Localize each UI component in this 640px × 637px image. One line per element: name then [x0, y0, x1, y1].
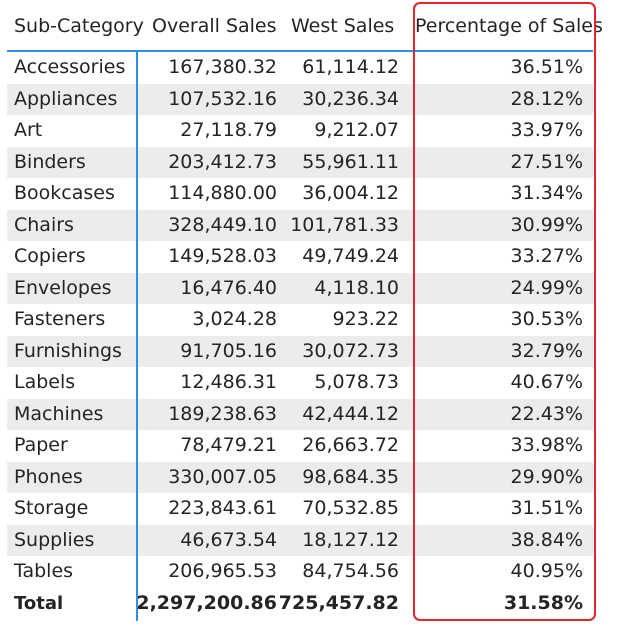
cell-percentage: 33.27%	[510, 245, 583, 267]
cell-sub-category: Envelopes	[14, 276, 112, 299]
cell-west-sales: 101,781.33	[290, 213, 399, 236]
cell-west-sales: 98,684.35	[302, 465, 399, 488]
total-percentage: 31.58%	[503, 591, 583, 614]
cell-sub-category: Paper	[14, 434, 68, 456]
cell-overall-sales: 91,705.16	[180, 339, 277, 362]
cell-percentage: 29.90%	[510, 465, 583, 488]
cell-percentage: 32.79%	[510, 339, 583, 362]
cell-west-sales: 49,749.24	[302, 245, 399, 267]
cell-overall-sales: 78,479.21	[180, 434, 277, 456]
cell-percentage: 36.51%	[510, 56, 583, 78]
cell-percentage: 38.84%	[510, 528, 583, 551]
cell-west-sales: 923.22	[332, 308, 399, 330]
table-row-envelopes[interactable]: Envelopes 16,476.40 4,118.10 24.99%	[7, 272, 593, 304]
cell-west-sales: 36,004.12	[302, 182, 399, 204]
cell-overall-sales: 107,532.16	[168, 87, 277, 110]
table-row-copiers[interactable]: Copiers 149,528.03 49,749.24 33.27%	[7, 241, 593, 273]
cell-sub-category: Fasteners	[14, 308, 106, 330]
cell-west-sales: 30,236.34	[302, 87, 399, 110]
cell-overall-sales: 46,673.54	[180, 528, 277, 551]
table-body: Accessories 167,380.32 61,114.12 36.51% …	[7, 52, 593, 619]
cell-percentage: 31.51%	[510, 497, 583, 519]
cell-sub-category: Furnishings	[14, 339, 122, 362]
header-percentage-of-sales[interactable]: Percentage of Sales	[415, 15, 603, 37]
table-row-labels[interactable]: Labels 12,486.31 5,078.73 40.67%	[7, 367, 593, 399]
table-row-fasteners[interactable]: Fasteners 3,024.28 923.22 30.53%	[7, 304, 593, 336]
table-row-accessories[interactable]: Accessories 167,380.32 61,114.12 36.51%	[7, 52, 593, 84]
header-west-sales[interactable]: West Sales	[291, 15, 395, 37]
cell-overall-sales: 189,238.63	[168, 402, 277, 425]
cell-overall-sales: 3,024.28	[192, 308, 277, 330]
cell-sub-category: Phones	[14, 465, 83, 488]
cell-west-sales: 26,663.72	[302, 434, 399, 456]
table-row-bookcases[interactable]: Bookcases 114,880.00 36,004.12 31.34%	[7, 178, 593, 210]
table-row-supplies[interactable]: Supplies 46,673.54 18,127.12 38.84%	[7, 524, 593, 556]
column-divider	[136, 52, 138, 621]
cell-percentage: 40.67%	[510, 371, 583, 393]
cell-west-sales: 70,532.85	[302, 497, 399, 519]
cell-percentage: 24.99%	[510, 276, 583, 299]
cell-overall-sales: 27,118.79	[180, 119, 277, 141]
cell-west-sales: 4,118.10	[314, 276, 399, 299]
cell-overall-sales: 114,880.00	[168, 182, 277, 204]
cell-overall-sales: 149,528.03	[168, 245, 277, 267]
cell-overall-sales: 330,007.05	[168, 465, 277, 488]
sales-table: Sub-Category Overall Sales West Sales Pe…	[7, 0, 603, 619]
cell-percentage: 22.43%	[510, 402, 583, 425]
cell-west-sales: 18,127.12	[302, 528, 399, 551]
cell-sub-category: Accessories	[14, 56, 126, 78]
cell-percentage: 33.98%	[510, 434, 583, 456]
cell-overall-sales: 328,449.10	[168, 213, 277, 236]
table-row-appliances[interactable]: Appliances 107,532.16 30,236.34 28.12%	[7, 83, 593, 115]
cell-percentage: 28.12%	[510, 87, 583, 110]
table-row-binders[interactable]: Binders 203,412.73 55,961.11 27.51%	[7, 146, 593, 178]
cell-overall-sales: 16,476.40	[180, 276, 277, 299]
cell-sub-category: Chairs	[14, 213, 74, 236]
total-west-sales: 725,457.82	[278, 591, 399, 614]
cell-sub-category: Art	[14, 119, 43, 141]
cell-overall-sales: 206,965.53	[168, 560, 277, 582]
total-row: Total 2,297,200.86 725,457.82 31.58%	[7, 588, 593, 620]
header-sub-category[interactable]: Sub-Category	[14, 15, 144, 37]
table-header-row: Sub-Category Overall Sales West Sales Pe…	[7, 0, 603, 52]
cell-overall-sales: 167,380.32	[168, 56, 277, 78]
cell-overall-sales: 223,843.61	[168, 497, 277, 519]
table-row-tables[interactable]: Tables 206,965.53 84,754.56 40.95%	[7, 556, 593, 588]
table-row-chairs[interactable]: Chairs 328,449.10 101,781.33 30.99%	[7, 209, 593, 241]
cell-percentage: 30.99%	[510, 213, 583, 236]
table-row-machines[interactable]: Machines 189,238.63 42,444.12 22.43%	[7, 398, 593, 430]
table-row-phones[interactable]: Phones 330,007.05 98,684.35 29.90%	[7, 461, 593, 493]
total-overall-sales: 2,297,200.86	[136, 591, 277, 614]
cell-west-sales: 30,072.73	[302, 339, 399, 362]
cell-sub-category: Appliances	[14, 87, 118, 110]
cell-west-sales: 55,961.11	[302, 150, 399, 173]
table-row-furnishings[interactable]: Furnishings 91,705.16 30,072.73 32.79%	[7, 335, 593, 367]
table-row-paper[interactable]: Paper 78,479.21 26,663.72 33.98%	[7, 430, 593, 462]
total-label: Total	[14, 592, 64, 614]
cell-west-sales: 84,754.56	[302, 560, 399, 582]
table-row-storage[interactable]: Storage 223,843.61 70,532.85 31.51%	[7, 493, 593, 525]
cell-percentage: 40.95%	[510, 560, 583, 582]
cell-west-sales: 42,444.12	[302, 402, 399, 425]
cell-sub-category: Tables	[14, 560, 74, 582]
cell-sub-category: Storage	[14, 497, 89, 519]
cell-west-sales: 5,078.73	[314, 371, 399, 393]
cell-percentage: 30.53%	[510, 308, 583, 330]
cell-percentage: 33.97%	[510, 119, 583, 141]
cell-sub-category: Binders	[14, 150, 86, 173]
cell-sub-category: Copiers	[14, 245, 86, 267]
header-overall-sales[interactable]: Overall Sales	[152, 15, 277, 37]
cell-sub-category: Machines	[14, 402, 104, 425]
cell-percentage: 31.34%	[510, 182, 583, 204]
table-row-art[interactable]: Art 27,118.79 9,212.07 33.97%	[7, 115, 593, 147]
cell-sub-category: Labels	[14, 371, 76, 393]
cell-sub-category: Bookcases	[14, 182, 115, 204]
cell-percentage: 27.51%	[510, 150, 583, 173]
cell-west-sales: 9,212.07	[314, 119, 399, 141]
cell-overall-sales: 203,412.73	[168, 150, 277, 173]
cell-west-sales: 61,114.12	[302, 56, 399, 78]
cell-sub-category: Supplies	[14, 528, 95, 551]
cell-overall-sales: 12,486.31	[180, 371, 277, 393]
